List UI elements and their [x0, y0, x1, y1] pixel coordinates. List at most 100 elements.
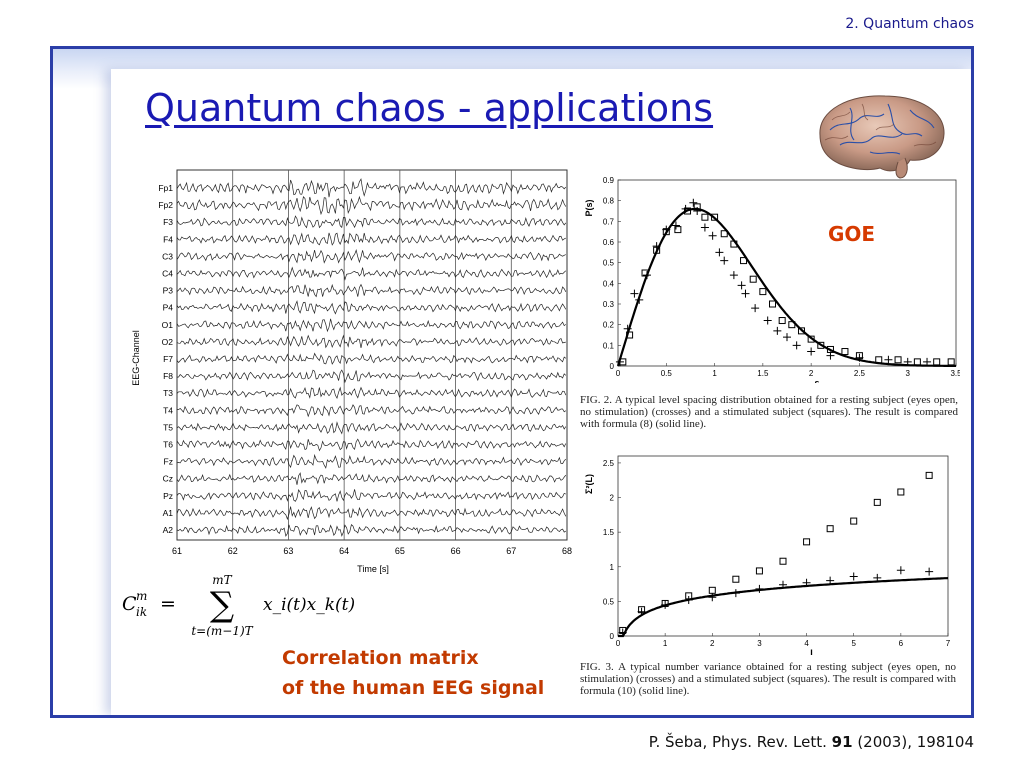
theory-curve [616, 207, 956, 367]
y-tick-label: 0.2 [603, 321, 615, 330]
cross-marker [751, 304, 760, 313]
plot-frame [617, 179, 957, 367]
x-tick-label: 5 [851, 639, 856, 648]
eeg-trace [176, 472, 567, 485]
square-marker [894, 356, 902, 364]
eeg-trace [176, 386, 567, 400]
eeg-xtick-label: 64 [339, 546, 349, 556]
eeg-xlabel: Time [s] [357, 564, 389, 574]
fig2-caption: FIG. 2. A typical level spacing distribu… [580, 394, 958, 430]
square-marker [720, 230, 728, 238]
eeg-trace [176, 318, 567, 333]
eeg-channel-label: C4 [162, 269, 173, 279]
square-marker [797, 327, 805, 335]
square-marker [778, 317, 786, 325]
eeg-trace [176, 178, 567, 198]
square-marker [711, 213, 719, 221]
formula-sum-lower: t=(m−1)T [191, 624, 253, 638]
square-marker [674, 226, 682, 234]
eeg-trace [176, 352, 567, 365]
eeg-channel-label: F8 [163, 371, 173, 381]
x-tick-label: 4 [804, 639, 809, 648]
y-tick-label: 2.5 [603, 459, 615, 468]
cross-marker [873, 573, 882, 582]
eeg-trace [176, 438, 567, 452]
plot-frame [617, 455, 949, 637]
y-tick-label: 0.8 [603, 197, 615, 206]
brain-image [819, 95, 945, 179]
square-marker [685, 592, 693, 600]
cross-marker [923, 357, 932, 366]
cross-marker [792, 341, 801, 350]
correlation-label: Correlation matrix of the human EEG sign… [282, 643, 544, 703]
cross-marker [689, 198, 698, 207]
eeg-trace [176, 248, 566, 264]
square-marker [826, 345, 834, 353]
x-axis-label: L [810, 648, 816, 655]
eeg-channel-label: Fz [164, 457, 173, 467]
eeg-ylabel: EEG-Channel [131, 330, 141, 386]
square-marker [708, 586, 716, 594]
eeg-trace [176, 334, 566, 349]
y-tick-label: 0.7 [603, 217, 615, 226]
cross-marker [773, 326, 782, 335]
square-marker [769, 300, 777, 308]
y-tick-label: 0.6 [603, 238, 615, 247]
eeg-trace [176, 195, 567, 216]
cross-marker [755, 584, 764, 593]
square-marker [925, 471, 933, 479]
square-marker [740, 257, 748, 265]
square-marker [913, 358, 921, 366]
square-marker [826, 525, 834, 533]
eeg-trace [176, 506, 567, 521]
cross-marker [903, 357, 912, 366]
formula-lhs-sup: m [136, 589, 147, 603]
eeg-channel-label: T4 [163, 405, 173, 415]
cross-marker [708, 231, 717, 240]
fig3-caption: FIG. 3. A typical number variance obtain… [580, 661, 956, 697]
cross-marker [896, 566, 905, 575]
eeg-xtick-label: 68 [562, 546, 572, 556]
formula-sum-symbol: ∑ [210, 585, 234, 625]
citation-rest: (2003), 198104 [857, 733, 974, 751]
y-tick-label: 0.3 [603, 300, 615, 309]
eeg-channel-label: O1 [162, 320, 174, 330]
y-tick-label: 1.5 [603, 528, 615, 537]
square-marker [897, 488, 905, 496]
citation-volume: 91 [831, 733, 853, 751]
x-tick-label: 7 [946, 639, 951, 648]
square-marker [662, 228, 670, 236]
eeg-channel-label: P4 [163, 303, 174, 313]
eeg-trace [176, 232, 566, 246]
square-marker [803, 538, 811, 546]
x-tick-label: 1 [663, 639, 668, 648]
y-tick-label: 0.9 [603, 176, 615, 185]
x-tick-label: 3.5 [950, 369, 960, 378]
square-marker [730, 240, 738, 248]
x-tick-label: 1.5 [757, 369, 769, 378]
x-tick-label: 6 [899, 639, 904, 648]
y-tick-label: 0.5 [603, 259, 615, 268]
formula-sum-upper: mT [212, 573, 232, 587]
square-marker [779, 557, 787, 565]
cross-marker [763, 316, 772, 325]
square-marker [701, 213, 709, 221]
cross-marker [925, 567, 934, 576]
square-marker [817, 341, 825, 349]
eeg-trace [176, 488, 566, 502]
slide-frame [50, 46, 974, 718]
eeg-trace [176, 453, 567, 469]
square-marker [933, 358, 941, 366]
square-marker [759, 288, 767, 296]
eeg-trace [176, 404, 566, 418]
eeg-channel-label: Fp2 [158, 200, 173, 210]
square-marker [638, 606, 646, 614]
cross-marker [720, 256, 729, 265]
x-tick-label: 2.5 [854, 369, 866, 378]
eeg-channel-label: Pz [163, 491, 173, 501]
eeg-trace [176, 524, 566, 537]
y-tick-label: 0.1 [603, 341, 615, 350]
eeg-channel-label: Cz [163, 474, 173, 484]
square-marker [947, 358, 955, 366]
eeg-xtick-label: 65 [395, 546, 405, 556]
